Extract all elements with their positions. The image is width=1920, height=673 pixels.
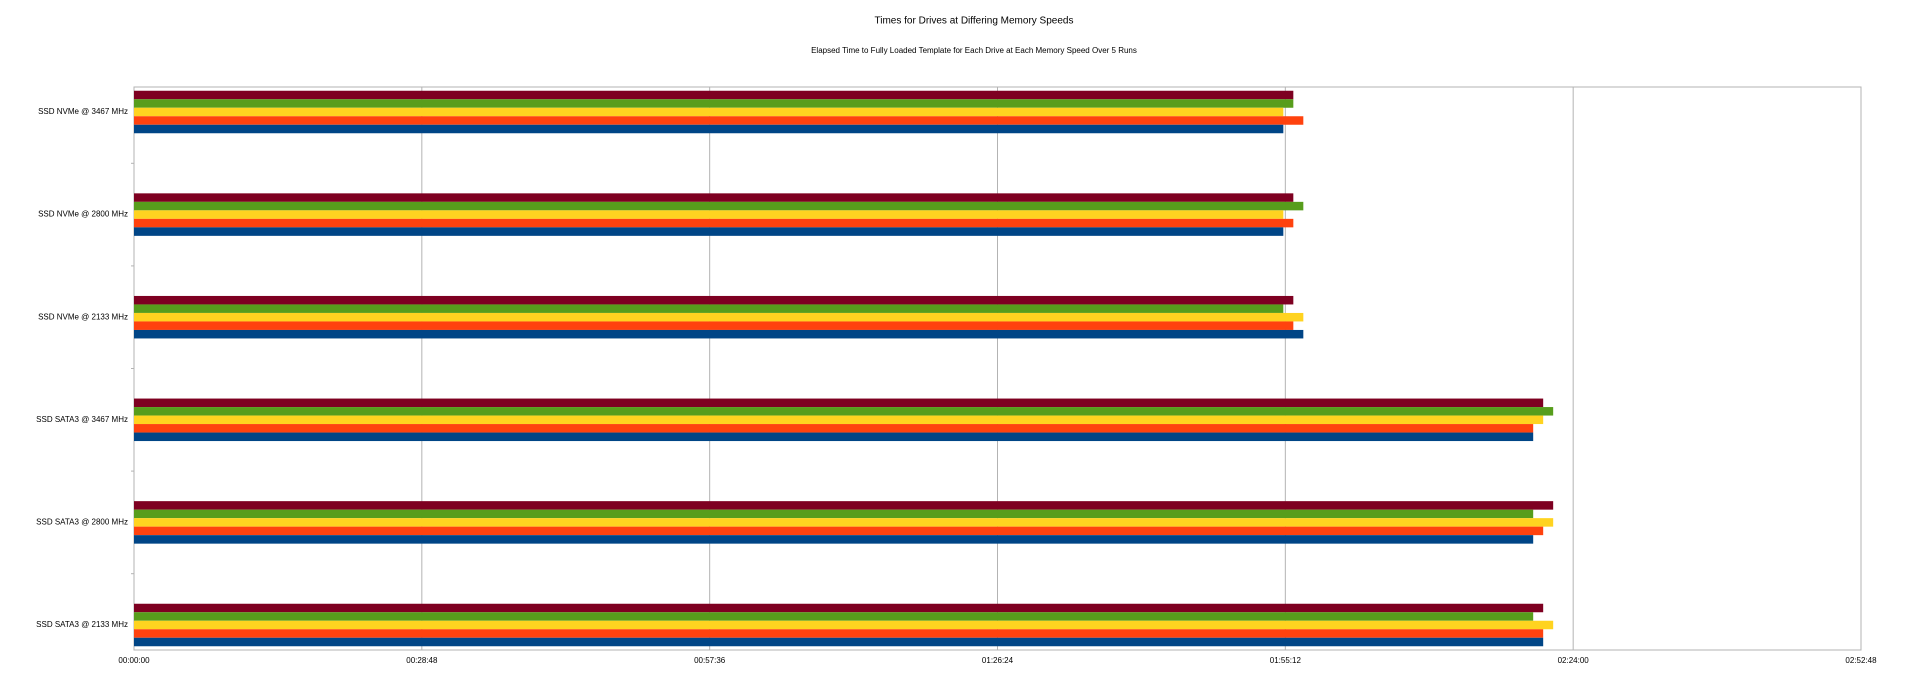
- bar: [134, 193, 1294, 202]
- bar: [134, 124, 1284, 134]
- bar: [134, 526, 1544, 536]
- x-tick-label: 02:52:48: [1845, 656, 1877, 665]
- bar: [134, 321, 1294, 330]
- bar: [134, 509, 1534, 519]
- bar: [134, 501, 1554, 510]
- bar: [134, 116, 1304, 125]
- bar: [134, 620, 1554, 630]
- bar: [134, 312, 1304, 322]
- bar: [134, 304, 1284, 313]
- bar: [134, 295, 1294, 305]
- chart-subtitle: Elapsed Time to Fully Loaded Template fo…: [811, 46, 1137, 55]
- x-tick-label: 00:57:36: [694, 656, 726, 665]
- bar: [134, 629, 1544, 638]
- x-tick-label: 01:55:12: [1270, 656, 1302, 665]
- bar: [134, 329, 1304, 339]
- chart-title: Times for Drives at Differing Memory Spe…: [875, 16, 1074, 27]
- bar: [134, 398, 1544, 408]
- bar: [134, 603, 1544, 613]
- bar: [134, 432, 1534, 442]
- bar: [134, 90, 1294, 100]
- bar: [134, 424, 1534, 433]
- bar: [134, 227, 1284, 236]
- bar: [134, 210, 1284, 219]
- y-tick-label: SSD NVMe @ 2133 MHz: [38, 312, 128, 321]
- x-tick-label: 00:28:48: [406, 656, 438, 665]
- x-tick-label: 02:24:00: [1558, 656, 1590, 665]
- bar: [134, 535, 1534, 544]
- y-tick-label: SSD SATA3 @ 2133 MHz: [36, 620, 128, 629]
- bar: [134, 518, 1554, 527]
- bar: [134, 612, 1534, 621]
- bar: [134, 415, 1544, 425]
- y-tick-label: SSD NVMe @ 3467 MHz: [38, 107, 128, 116]
- x-tick-label: 01:26:24: [982, 656, 1014, 665]
- bar: [134, 107, 1284, 117]
- bar: [134, 637, 1544, 647]
- bar: [134, 201, 1304, 211]
- y-tick-label: SSD NVMe @ 2800 MHz: [38, 210, 128, 219]
- bar: [134, 407, 1554, 416]
- bar: [134, 218, 1294, 228]
- x-tick-label: 00:00:00: [118, 656, 150, 665]
- bar: [134, 99, 1294, 108]
- y-tick-label: SSD SATA3 @ 3467 MHz: [36, 415, 128, 424]
- y-tick-label: SSD SATA3 @ 2800 MHz: [36, 518, 128, 527]
